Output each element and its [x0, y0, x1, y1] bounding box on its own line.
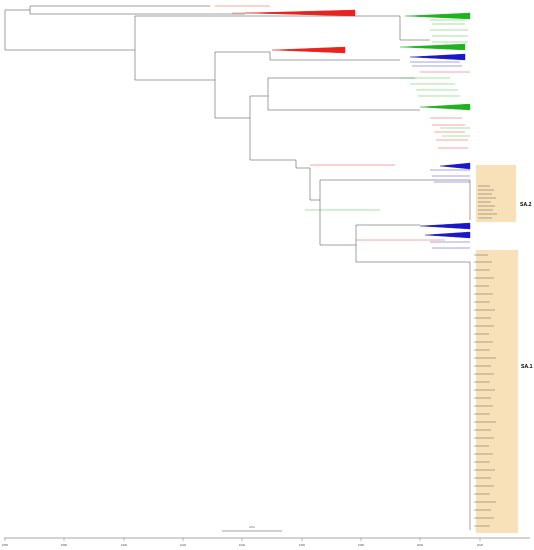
axis-tick-label: 1980	[358, 543, 365, 547]
axis-tick-label: 1960	[299, 543, 306, 547]
red-lineages	[215, 5, 470, 241]
clade-label-sa1: SA.1	[521, 364, 533, 370]
scale-bar: 20.0	[222, 525, 282, 532]
tree-backbone	[4, 5, 471, 530]
highlight-clade-sa1	[476, 250, 518, 533]
time-axis: 1860 1880 1900 1920 1940 1960 1980 2000 …	[2, 537, 530, 547]
highlight-clade-sa2	[476, 165, 516, 222]
green-lineages	[305, 12, 471, 211]
axis-tick-label: 1940	[239, 543, 246, 547]
clade-label-sa2: SA.2	[520, 202, 532, 208]
axis-tick-label: 1860	[2, 543, 9, 547]
axis-tick-label: 1880	[61, 543, 68, 547]
terminal-ladders	[474, 185, 497, 527]
axis-tick-label: 1900	[121, 543, 128, 547]
axis-tick-label: 2020	[477, 543, 484, 547]
scale-bar-label: 20.0	[249, 525, 255, 529]
axis-tick-label: 1920	[180, 543, 187, 547]
axis-tick-label: 2000	[417, 543, 424, 547]
blue-lineages	[409, 53, 471, 249]
